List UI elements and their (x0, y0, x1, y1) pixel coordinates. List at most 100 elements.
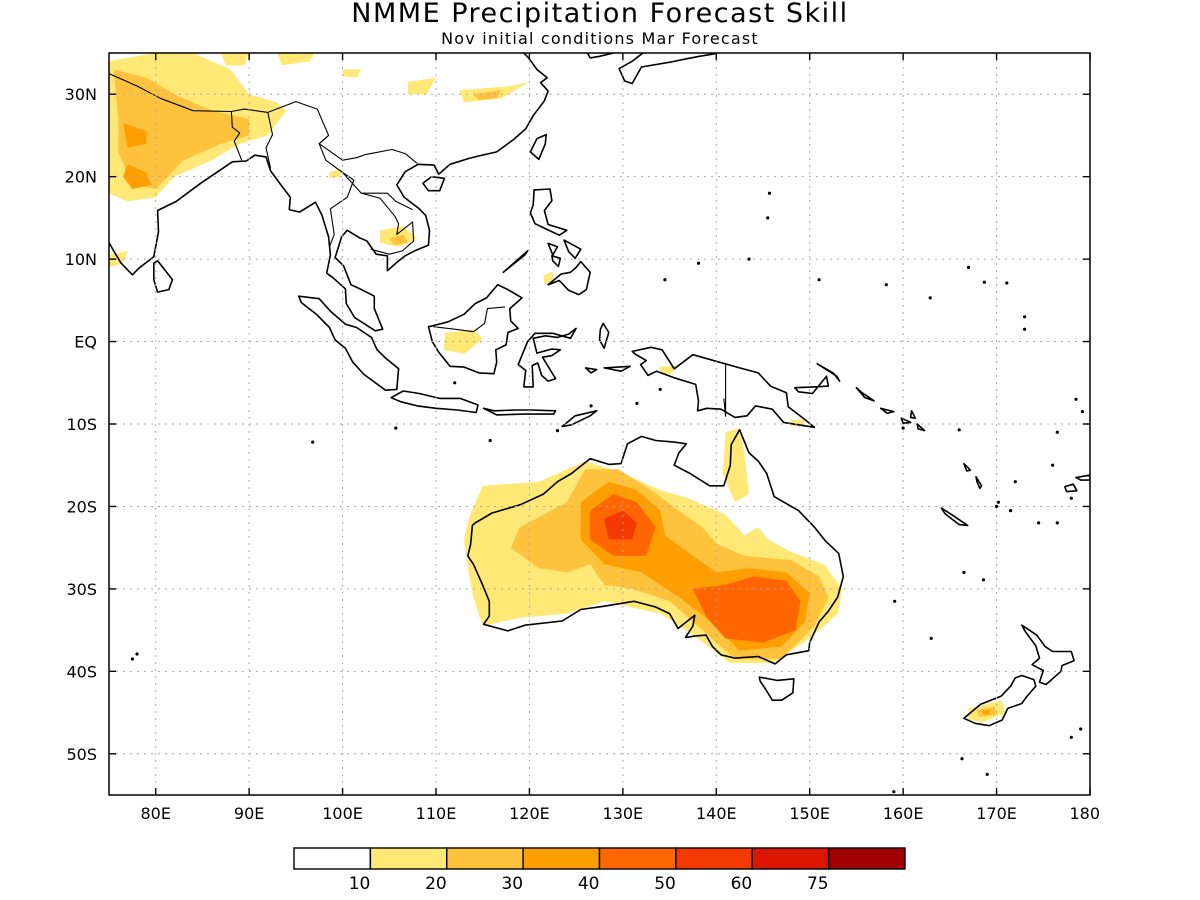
colorbar: 10 20 30 40 50 60 75 (293, 847, 906, 894)
coastline (547, 242, 559, 256)
lon-tick-label: 90E (234, 804, 264, 823)
skill-contour-10-20 (543, 271, 553, 284)
skill-contour-10-20 (722, 428, 749, 503)
island-marker (1069, 496, 1073, 500)
colorbar-swatch (446, 847, 524, 870)
axis-ticks: 30N 20N 10N EQ 10S 20S 30S 40S 50S 80E 90E 100E 110E… (65, 53, 1100, 823)
coastline (297, 295, 400, 391)
coastline (598, 322, 610, 349)
island-marker (1074, 397, 1078, 401)
colorbar-swatch (827, 847, 906, 870)
island-marker (960, 757, 964, 761)
lat-tick-label: 50S (66, 745, 97, 764)
coastline (631, 346, 816, 429)
lat-tick-label: 10N (65, 250, 97, 269)
island-marker (962, 570, 966, 575)
island-marker (488, 438, 492, 443)
coastline (940, 507, 969, 527)
country-border (230, 111, 243, 161)
island-marker (663, 278, 667, 282)
skill-contour-10-20 (277, 53, 315, 66)
island-marker (1069, 735, 1073, 739)
coastline (603, 365, 632, 372)
skill-contour-50-60 (604, 510, 637, 540)
lat-tick-label: 40S (66, 662, 97, 681)
coastline (422, 175, 446, 192)
island-marker (985, 772, 989, 777)
lon-tick-label: 120E (509, 804, 550, 823)
coastline (816, 363, 841, 382)
lat-tick-label: 30S (66, 580, 97, 599)
coastline (551, 255, 562, 268)
skill-contour-10-20 (328, 168, 343, 179)
island-marker (767, 191, 772, 195)
colorbar-label: 40 (578, 874, 600, 894)
coastline (794, 375, 830, 395)
island-marker (766, 216, 770, 220)
coastline (529, 188, 568, 236)
colorbar-label: 10 (349, 874, 371, 894)
coastline (909, 410, 917, 419)
coastline (916, 423, 926, 432)
country-border (342, 172, 415, 255)
coastline (855, 386, 875, 402)
country-border (433, 306, 506, 333)
lat-tick-label: 30N (65, 85, 97, 104)
colorbar-label: 50 (654, 874, 676, 894)
coastline (467, 429, 845, 665)
lat-tick-label: EQ (74, 333, 97, 352)
skill-contour-10-20 (342, 69, 362, 78)
skill-contour-10-20 (221, 53, 250, 66)
country-border (723, 398, 727, 417)
skill-contour-30-40 (981, 710, 990, 715)
island-marker (1037, 521, 1041, 525)
colorbar-swatch (293, 847, 372, 870)
island-marker (1079, 727, 1083, 731)
coastline (963, 462, 972, 472)
colorbar-swatch (751, 847, 830, 870)
skill-contour-20-30 (473, 90, 502, 100)
skill-contour-10-20 (408, 77, 436, 95)
coastline (758, 676, 795, 701)
island-marker (135, 652, 139, 656)
lon-tick-label: 170E (976, 804, 1017, 823)
colorbar-label: 30 (501, 874, 523, 894)
coastline (879, 407, 895, 415)
island-marker (901, 426, 905, 430)
coastline (1021, 624, 1075, 686)
island-marker (996, 500, 1001, 504)
coastline (502, 250, 529, 274)
colorbar-swatch (522, 847, 601, 870)
lon-tick-label: 130E (603, 804, 644, 823)
skill-contour-20-30 (113, 69, 250, 189)
island-marker (893, 599, 897, 603)
island-marker (957, 428, 961, 432)
island-marker (589, 404, 593, 408)
colorbar-label: 20 (425, 874, 447, 894)
island-marker (1023, 327, 1027, 331)
island-marker (555, 429, 560, 433)
country-border (318, 134, 355, 247)
coastline (900, 417, 912, 424)
island-marker (130, 657, 134, 661)
map-gridlines (109, 53, 1090, 795)
coastline (1064, 483, 1078, 493)
island-marker (1055, 430, 1059, 434)
lat-tick-label: 20S (66, 497, 97, 516)
colorbar-swatch (675, 847, 753, 870)
island-marker (453, 381, 457, 385)
island-marker (995, 504, 999, 508)
lon-tick-label: 160E (883, 804, 924, 823)
island-marker (635, 401, 639, 405)
island-marker (981, 578, 986, 582)
coastline-korea (586, 53, 615, 59)
coastline (561, 410, 598, 428)
island-marker (1023, 315, 1027, 319)
skill-contour-10-20 (443, 329, 483, 354)
colorbar-swatch (598, 847, 677, 870)
island-marker (658, 387, 662, 391)
coastline (427, 283, 523, 375)
lat-tick-label: 10S (66, 415, 97, 434)
colorbar-label: 75 (807, 874, 829, 894)
